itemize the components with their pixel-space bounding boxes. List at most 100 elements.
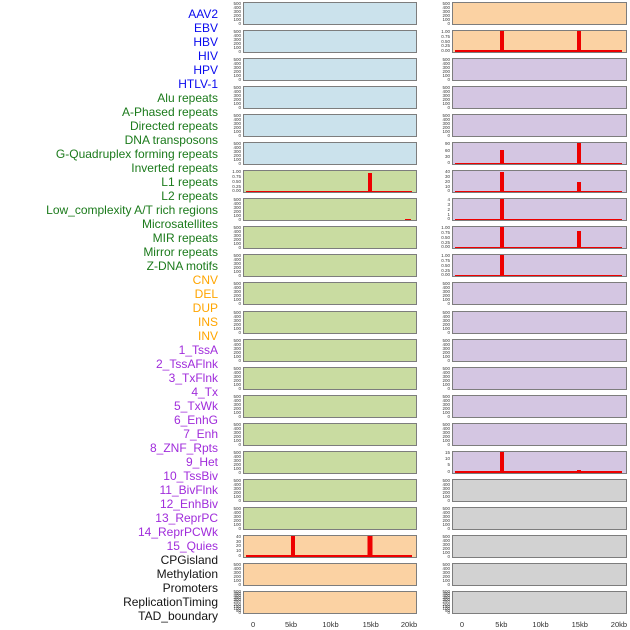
- y-tick-label: 400: [442, 425, 450, 431]
- y-tick-label: 0: [238, 217, 241, 223]
- y-tick-label: 200: [442, 377, 450, 383]
- track-panel-row: 500 400 300 200 100 0: [219, 450, 417, 479]
- track-label: DUP: [192, 301, 218, 315]
- y-tick-label: 0: [238, 301, 241, 307]
- y-tick-label: 500: [233, 588, 241, 594]
- y-tick-label: 300: [233, 345, 241, 351]
- y-axis-ticks: 500 400 300 200 100 0: [428, 57, 452, 82]
- y-tick-label: 200: [233, 97, 241, 103]
- y-tick-label: 100: [442, 325, 450, 331]
- y-tick-label: 100: [233, 521, 241, 527]
- track-panel: [243, 226, 417, 250]
- y-tick-label: 500: [442, 505, 450, 511]
- y-axis-ticks: 500 400 300 200 100 0: [428, 422, 452, 447]
- track-label: 1_TssA: [178, 343, 218, 357]
- y-tick-label: 0: [238, 441, 241, 447]
- y-tick-label: 300: [233, 205, 241, 211]
- y-tick-label: 500: [233, 561, 241, 567]
- track-panel: [452, 86, 627, 110]
- x-axis: 0 5kb 10kb 15kb 20kb: [243, 619, 417, 630]
- y-tick-label: 300: [233, 597, 241, 603]
- y-tick-label: 200: [442, 601, 450, 607]
- track-panel: [243, 254, 417, 278]
- y-tick-label: 400: [442, 89, 450, 95]
- y-tick-label: 50: [444, 607, 450, 613]
- signal-baseline: [454, 246, 622, 249]
- y-tick-label: 100: [442, 297, 450, 303]
- y-tick-label: 0: [447, 357, 450, 363]
- track-label: CNV: [192, 273, 218, 287]
- y-tick-label: 1: [447, 211, 450, 217]
- track-panel-row: 500 400 300 200 100 0: [219, 57, 417, 86]
- y-tick-label: 500: [233, 1, 241, 6]
- track-label: 7_Enh: [183, 427, 218, 441]
- y-tick-label: 0: [238, 497, 241, 503]
- track-panel-row: 500 400 300 200 100 0: [219, 1, 417, 30]
- y-tick-label: 100: [442, 353, 450, 359]
- y-tick-label: 100: [233, 101, 241, 107]
- y-tick-label: 100: [442, 381, 450, 387]
- y-tick-label: 0.00: [441, 244, 450, 250]
- y-tick-label: 100: [233, 129, 241, 135]
- y-tick-label: 10: [444, 183, 450, 189]
- track-panel-row: 500 400 300 200 100 0: [428, 478, 627, 507]
- y-tick-label: 400: [442, 593, 450, 599]
- y-tick-label: 0: [238, 469, 241, 475]
- track-panel: [243, 142, 417, 166]
- y-tick-label: 500: [442, 337, 450, 343]
- y-axis-ticks: 500 450 400 350 300 250 200 150 100 50 0: [219, 588, 243, 614]
- track-label: Alu repeats: [157, 91, 218, 105]
- track-panel: [452, 422, 627, 446]
- y-tick-label: 200: [442, 69, 450, 75]
- y-tick-label: 500: [442, 113, 450, 119]
- y-tick-label: 500: [442, 1, 450, 6]
- y-tick-label: 450: [442, 591, 450, 597]
- y-tick-label: 200: [442, 13, 450, 18]
- y-tick-label: 300: [233, 429, 241, 435]
- track-panel: [243, 86, 417, 110]
- y-tick-label: 200: [442, 573, 450, 579]
- y-tick-label: 100: [233, 157, 241, 163]
- y-axis-ticks: 1.00 0.75 0.50 0.25 0.00: [219, 170, 243, 194]
- track-label: INS: [197, 315, 218, 329]
- y-tick-label: 40: [235, 533, 241, 539]
- track-panel: [243, 562, 417, 586]
- y-tick-label: 300: [233, 37, 241, 43]
- y-tick-label: 0: [447, 133, 450, 139]
- y-tick-label: 300: [442, 317, 450, 323]
- y-axis-ticks: 500 400 300 200 100 0: [428, 85, 452, 110]
- y-tick-label: 500: [442, 85, 450, 91]
- track-panel-row: 500 400 300 200 100 0: [219, 85, 417, 114]
- y-tick-label: 1.00: [441, 225, 450, 231]
- y-tick-label: 400: [233, 481, 241, 487]
- y-tick-label: 500: [233, 225, 241, 231]
- track-panel-row: 500 400 300 200 100 0: [428, 422, 627, 451]
- y-axis-ticks: 500 400 300 200 100 0: [428, 394, 452, 419]
- y-tick-label: 0: [447, 301, 450, 307]
- y-tick-label: 500: [233, 141, 241, 147]
- signal-baseline: [245, 190, 412, 193]
- y-tick-label: 0: [447, 329, 450, 335]
- y-tick-label: 100: [233, 493, 241, 499]
- track-panel: [452, 394, 627, 418]
- track-panel: [452, 254, 627, 278]
- y-tick-label: 0.75: [441, 230, 450, 236]
- y-tick-label: 400: [442, 565, 450, 571]
- track-label: 3_TxFlnk: [168, 371, 218, 385]
- y-tick-label: 500: [233, 253, 241, 259]
- y-axis-ticks: 500 400 300 200 100 0: [428, 478, 452, 503]
- track-label: HTLV-1: [178, 77, 218, 91]
- y-tick-label: 0.00: [441, 272, 450, 278]
- y-tick-label: 400: [233, 425, 241, 431]
- track-panel-row: 500 400 300 200 100 0: [219, 226, 417, 254]
- y-axis-ticks: 500 400 300 200 100 0: [219, 29, 243, 54]
- y-tick-label: 350: [233, 595, 241, 601]
- track-label: 15_Quies: [166, 539, 218, 553]
- track-panel: [243, 338, 417, 362]
- signal-spike: [499, 172, 504, 193]
- y-tick-label: 1.00: [441, 253, 450, 259]
- track-panel: [452, 590, 627, 614]
- track-label: HIV: [197, 49, 218, 63]
- y-tick-label: 0: [447, 553, 450, 559]
